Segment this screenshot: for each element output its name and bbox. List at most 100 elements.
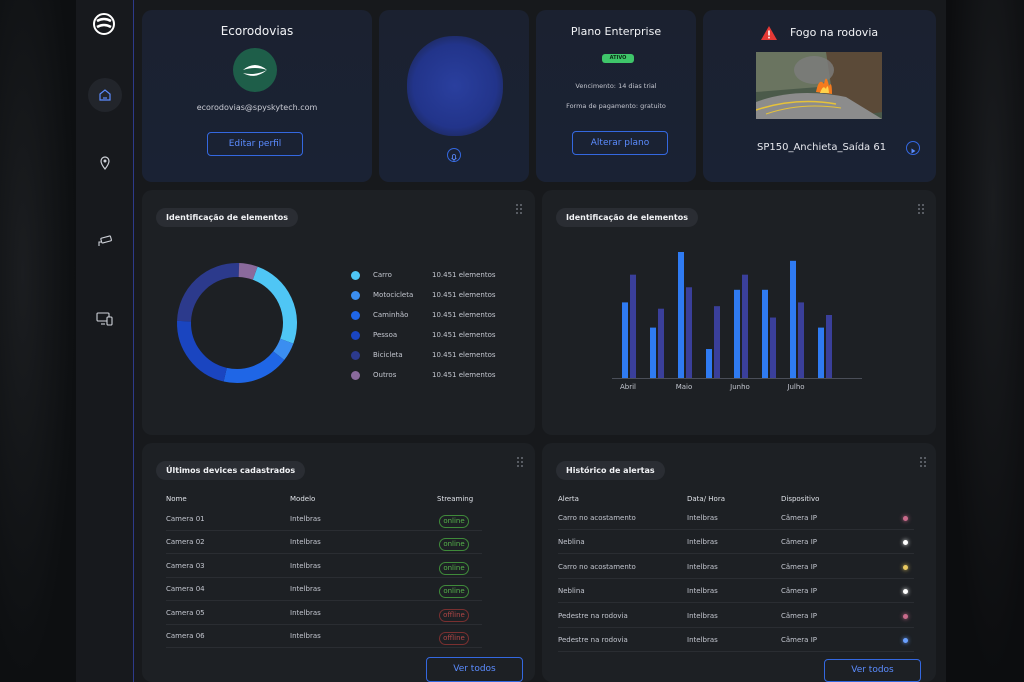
table-row[interactable]: Carro no acostamento Intelbras Câmera IP (558, 507, 914, 530)
donut-slice-motocicleta (273, 338, 294, 360)
microphone-icon (451, 154, 457, 162)
table-row[interactable]: Camera 02 Intelbras online (166, 531, 482, 555)
devices-see-all-button[interactable]: Ver todos (426, 657, 523, 682)
donut-slice-pessoa (177, 320, 228, 382)
streaming-status-badge: online (439, 538, 469, 552)
alerts-see-all-button[interactable]: Ver todos (824, 659, 921, 682)
fire-alert-title: Fogo na rodovia (790, 26, 879, 39)
alert-datetime: Intelbras (687, 636, 718, 644)
alerts-table: Alerta Data/ Hora Dispositivo Carro no a… (558, 495, 914, 652)
column-header-alert: Alerta (558, 495, 579, 503)
devices-card-title: Últimos devices cadastrados (156, 461, 306, 480)
bar-abril-1-0 (650, 327, 656, 378)
alert-datetime: Intelbras (687, 514, 718, 522)
bar-abril-1-1 (658, 308, 664, 378)
bar-abril-0-0 (622, 302, 628, 378)
alert-device: Câmera IP (781, 587, 817, 596)
devices-table: Nome Modelo Streaming Camera 01 Intelbras… (166, 495, 496, 648)
table-row[interactable]: Neblina Intelbras Câmera IP (558, 580, 914, 604)
bar-maio-0-1 (686, 287, 692, 378)
alert-device: Câmera IP (781, 611, 817, 620)
drag-handle-icon[interactable] (920, 457, 928, 469)
alert-name: Pedestre na rodovia (558, 636, 628, 644)
nav-cameras[interactable] (88, 224, 122, 258)
plan-title: Plano Enterprise (570, 25, 662, 38)
x-tick-label: Maio (676, 383, 693, 391)
x-tick-label: Julho (786, 383, 804, 391)
alert-device: Câmera IP (781, 562, 817, 571)
device-name: Camera 05 (166, 608, 205, 617)
drag-handle-icon[interactable] (517, 457, 525, 469)
donut-legend: Carro 10.451 elementos Motocicleta 10.451 e… (351, 270, 511, 390)
drag-handle-icon[interactable] (918, 204, 926, 216)
device-name: Camera 03 (166, 561, 205, 570)
legend-swatch (351, 371, 360, 380)
column-header-datetime: Data/ Hora (687, 495, 726, 503)
legend-value: 10.451 elementos (432, 351, 496, 359)
brand-logo-icon (93, 13, 115, 35)
device-name: Camera 01 (166, 515, 205, 523)
table-row[interactable]: Camera 05 Intelbras offline (166, 602, 482, 625)
streaming-status-badge: offline (439, 632, 469, 645)
alert-status-dot (903, 613, 908, 619)
legend-label: Motocicleta (373, 291, 414, 299)
play-video-button[interactable] (906, 141, 920, 155)
bar-julho-1-1 (826, 315, 832, 378)
legend-label: Caminhão (373, 311, 409, 319)
warning-icon (761, 26, 777, 40)
table-row[interactable]: Camera 06 Intelbras offline (166, 625, 482, 648)
device-name: Camera 04 (166, 585, 205, 594)
play-icon (911, 148, 916, 154)
legend-value: 10.451 elementos (432, 331, 496, 339)
device-name: Camera 06 (166, 632, 205, 640)
background-left (0, 0, 76, 682)
donut-chart (177, 263, 297, 383)
plan-card: Plano Enterprise ATIVO Vencimento: 14 di… (536, 10, 696, 182)
devices-card: Últimos devices cadastrados Nome Modelo … (142, 443, 535, 682)
nav-home[interactable] (88, 78, 122, 112)
home-icon (99, 89, 111, 101)
table-row[interactable]: Camera 03 Intelbras online (166, 555, 482, 578)
profile-card: Ecorodovias ecorodovias@spyskytech.com E… (142, 10, 372, 182)
table-row[interactable]: Pedestre na rodovia Intelbras Câmera IP (558, 605, 914, 628)
x-tick-label: Abril (620, 383, 636, 391)
table-row[interactable]: Carro no acostamento Intelbras Câmera IP (558, 556, 914, 579)
bar-card-title: Identificação de elementos (556, 208, 698, 227)
alert-device: Câmera IP (781, 636, 817, 644)
elements-donut-card: Identificação de elementos Carro 10.451 e… (142, 190, 535, 435)
alerts-card: Histórico de alertas Alerta Data/ Hora D… (542, 443, 936, 682)
elements-bar-card: Identificação de elementos Abril Maio Junh… (542, 190, 936, 435)
bar-junho-1-0 (762, 289, 768, 378)
alert-name: Carro no acostamento (558, 562, 636, 571)
company-name: Ecorodovias (220, 24, 294, 38)
column-header-device: Dispositivo (781, 495, 820, 503)
table-row[interactable]: Camera 04 Intelbras online (166, 578, 482, 602)
plan-payment: Forma de pagamento: gratuito (566, 102, 666, 110)
nav-devices[interactable] (88, 302, 122, 336)
alerts-card-title: Histórico de alertas (556, 461, 665, 480)
alert-datetime: Intelbras (687, 611, 718, 620)
streaming-status-badge: online (439, 515, 469, 528)
legend-label: Outros (373, 371, 397, 379)
edit-profile-button[interactable]: Editar perfil (207, 132, 303, 156)
bar-junho-0-0 (734, 289, 740, 378)
change-plan-button[interactable]: Alterar plano (572, 131, 668, 155)
bar-maio-1-0 (706, 349, 712, 378)
drag-handle-icon[interactable] (516, 204, 524, 216)
legend-swatch (351, 331, 360, 340)
microphone-button[interactable] (447, 148, 461, 162)
plan-expiry: Vencimento: 14 dias trial (575, 82, 657, 90)
table-row[interactable]: Neblina Intelbras Câmera IP (558, 531, 914, 555)
alert-datetime: Intelbras (687, 562, 718, 571)
table-row[interactable]: Camera 01 Intelbras online (166, 508, 482, 531)
devices-icon (96, 312, 113, 326)
column-header-name: Nome (166, 495, 187, 503)
column-header-model: Modelo (290, 495, 316, 503)
legend-value: 10.451 elementos (432, 291, 496, 299)
plan-status-badge: ATIVO (602, 54, 634, 63)
table-row[interactable]: Pedestre na rodovia Intelbras Câmera IP (558, 629, 914, 652)
streaming-status-badge: offline (439, 608, 469, 622)
profile-email: ecorodovias@spyskytech.com (196, 103, 318, 112)
fire-camera-snapshot[interactable] (756, 52, 882, 119)
nav-map[interactable] (88, 146, 122, 180)
